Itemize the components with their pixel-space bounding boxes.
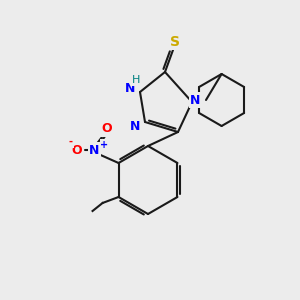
Text: -: -	[69, 137, 73, 147]
Text: S: S	[170, 35, 180, 49]
Text: O: O	[101, 122, 112, 136]
Text: O: O	[71, 143, 82, 157]
Text: N: N	[190, 94, 200, 106]
Text: N: N	[130, 119, 140, 133]
Text: +: +	[100, 140, 109, 150]
Text: H: H	[132, 75, 140, 85]
Text: N: N	[89, 143, 100, 157]
Text: N: N	[125, 82, 135, 94]
